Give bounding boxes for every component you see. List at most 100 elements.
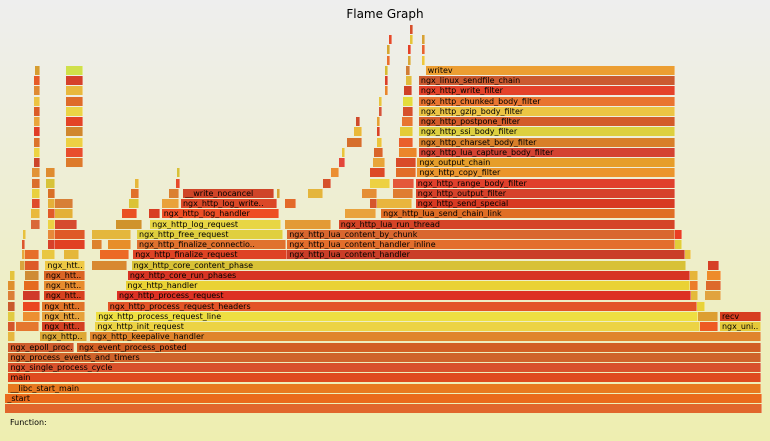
flame-frame[interactable] [341, 147, 345, 157]
flame-frame[interactable] [23, 311, 41, 321]
flame-frame[interactable] [25, 250, 40, 260]
flame-frame[interactable]: ngx_htt.. [43, 281, 86, 290]
flame-frame[interactable] [23, 301, 41, 311]
flame-frame[interactable] [378, 106, 382, 116]
flame-frame[interactable] [323, 178, 332, 188]
flame-frame[interactable]: ngx_http_charset_body_filter [418, 137, 675, 147]
flame-frame[interactable] [344, 209, 376, 219]
flame-frame[interactable] [33, 96, 41, 106]
flame-frame[interactable] [405, 65, 411, 75]
flame-frame[interactable]: ngx_http.. [40, 332, 87, 342]
flame-frame[interactable] [421, 35, 425, 44]
flame-frame[interactable] [405, 76, 412, 85]
flame-frame[interactable] [66, 117, 84, 126]
flame-frame[interactable] [63, 250, 80, 260]
flame-frame[interactable] [378, 96, 382, 106]
flame-frame[interactable] [408, 55, 412, 65]
flame-frame[interactable] [92, 229, 131, 239]
flame-frame[interactable]: ngx_http_core_run_phases [127, 270, 690, 280]
flame-frame[interactable] [374, 147, 384, 157]
flame-frame[interactable] [338, 158, 345, 167]
flame-frame[interactable] [403, 106, 413, 116]
flame-frame[interactable]: ngx_http_process_request_headers [107, 301, 697, 311]
flame-frame[interactable] [388, 35, 392, 44]
flame-frame[interactable] [161, 199, 179, 208]
flame-frame[interactable] [42, 250, 55, 260]
flame-frame[interactable]: ngx_http_log_request [150, 219, 282, 229]
flame-frame[interactable]: __write_nocancel [183, 188, 275, 198]
flame-frame[interactable] [706, 281, 722, 290]
flame-frame[interactable] [377, 127, 381, 137]
flame-frame[interactable] [385, 86, 388, 96]
flame-frame[interactable] [404, 86, 412, 96]
flame-frame[interactable]: ngx_http_lua_run_thread [338, 219, 675, 229]
flame-frame[interactable] [369, 168, 385, 178]
flame-frame[interactable] [66, 76, 84, 85]
flame-frame[interactable] [421, 45, 425, 55]
flame-frame[interactable]: ngx_http_chunked_body_filter [418, 96, 675, 106]
flame-frame[interactable] [674, 229, 683, 239]
flame-frame[interactable]: ngx_htt.. [45, 260, 86, 270]
flame-frame[interactable] [699, 322, 719, 331]
flame-frame[interactable] [698, 311, 719, 321]
flame-frame[interactable] [690, 291, 699, 301]
flame-frame[interactable]: ngx_http_lua_content_handler [287, 250, 685, 260]
flame-frame[interactable] [30, 219, 41, 229]
flame-frame[interactable]: ngx_http_output_filter [415, 188, 675, 198]
flame-frame[interactable] [53, 229, 85, 239]
flame-frame[interactable] [355, 117, 361, 126]
flame-frame[interactable]: ngx_http_finalize_connectio.. [137, 240, 286, 249]
flame-frame[interactable] [385, 76, 388, 85]
flame-frame[interactable] [53, 240, 85, 249]
flame-frame[interactable] [308, 188, 324, 198]
flame-frame[interactable]: main [8, 373, 761, 383]
flame-frame[interactable] [331, 168, 339, 178]
flame-frame[interactable]: ngx_http_gzip_body_filter [418, 106, 675, 116]
flame-frame[interactable] [148, 209, 161, 219]
flame-frame[interactable]: ngx_http_postpone_filter [418, 117, 675, 126]
flame-frame[interactable] [130, 188, 139, 198]
flame-frame[interactable]: ngx_uni.. [719, 322, 761, 331]
flame-frame[interactable] [369, 178, 390, 188]
flame-frame[interactable] [92, 260, 128, 270]
flame-frame[interactable]: ngx_http_lua_capture_body_filter [418, 147, 675, 157]
flame-frame[interactable] [32, 178, 41, 188]
flame-frame[interactable] [66, 158, 84, 167]
flame-frame[interactable] [369, 199, 378, 208]
flame-frame[interactable] [395, 158, 416, 167]
flame-frame[interactable]: ngx_http_lua_content_handler_inline [287, 240, 675, 249]
flame-frame[interactable] [8, 301, 16, 311]
flame-frame[interactable] [53, 199, 74, 208]
flame-frame[interactable] [398, 147, 418, 157]
flame-frame[interactable] [177, 168, 181, 178]
flame-frame[interactable]: ngx_htt.. [42, 311, 86, 321]
flame-frame[interactable]: ngx_http_send_special [415, 199, 675, 208]
flame-frame[interactable] [400, 127, 413, 137]
flame-frame[interactable] [354, 127, 362, 137]
flame-frame[interactable]: ngx_single_process_cycle [8, 363, 761, 372]
flame-frame[interactable]: ngx_http_keepalive_handler [90, 332, 761, 342]
flame-frame[interactable] [47, 229, 56, 239]
flame-frame[interactable] [398, 137, 413, 147]
flame-frame[interactable] [33, 127, 41, 137]
flame-frame[interactable]: ngx_http_write_filter [418, 86, 675, 96]
flame-frame[interactable] [377, 137, 382, 147]
flame-frame[interactable]: ngx_htt.. [43, 291, 86, 301]
flame-frame[interactable] [23, 281, 40, 290]
flame-frame[interactable] [408, 45, 412, 55]
flame-frame[interactable]: ngx_linux_sendfile_chain [418, 76, 675, 85]
flame-frame[interactable] [23, 229, 27, 239]
flame-frame[interactable] [20, 260, 25, 270]
flame-frame[interactable] [10, 270, 16, 280]
flame-frame[interactable] [377, 199, 412, 208]
flame-frame[interactable] [372, 158, 385, 167]
flame-frame[interactable] [33, 76, 41, 85]
flame-frame[interactable] [33, 147, 41, 157]
flame-frame[interactable] [66, 127, 84, 137]
flame-frame[interactable]: ngx_http_core_content_phase [131, 260, 687, 270]
flame-frame[interactable]: ngx_http_range_body_filter [415, 178, 675, 188]
flame-frame[interactable]: ngx_http_process_request [117, 291, 691, 301]
flame-frame[interactable] [100, 250, 130, 260]
flame-frame[interactable] [66, 65, 84, 75]
